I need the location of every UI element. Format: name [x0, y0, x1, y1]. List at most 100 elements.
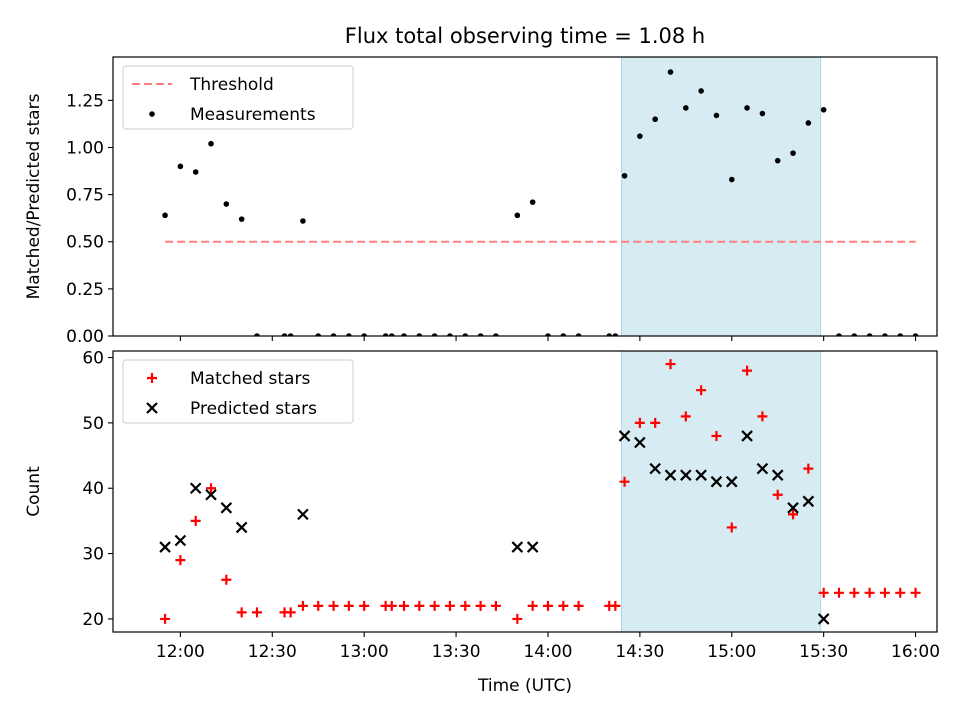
data-point	[851, 333, 858, 336]
data-point	[606, 333, 613, 336]
x-tick-label: 13:30	[432, 642, 481, 662]
data-point	[667, 69, 674, 75]
data-point	[190, 515, 201, 526]
data-point	[361, 333, 367, 336]
x-tick-label: 14:00	[523, 642, 572, 662]
figure-title: Flux total observing time = 1.08 h	[345, 24, 705, 48]
top-panel: 0.00 0.25 0.50 0.75 1.00 1.25 Matched/Predicte…	[24, 56, 938, 347]
data-point	[177, 163, 184, 170]
data-point	[208, 140, 214, 147]
data-point	[817, 613, 830, 625]
data-point	[634, 417, 645, 428]
y-tick-label: 0.75	[66, 186, 104, 206]
data-point	[300, 218, 306, 224]
y-tick-label: 1.25	[66, 91, 104, 111]
data-point	[774, 157, 781, 164]
data-point	[866, 333, 873, 336]
data-point	[803, 463, 814, 474]
data-point	[160, 613, 171, 624]
y-tick-label: 0.00	[66, 327, 104, 347]
data-point	[650, 417, 661, 428]
data-point	[529, 199, 536, 205]
data-point	[879, 587, 890, 598]
data-point	[297, 508, 309, 521]
data-point	[159, 541, 171, 553]
data-point	[388, 333, 395, 336]
data-point	[573, 600, 584, 611]
data-point	[618, 430, 631, 442]
data-point	[788, 509, 799, 520]
data-point	[315, 333, 322, 336]
data-point	[864, 587, 875, 598]
data-point	[897, 333, 904, 336]
data-point	[386, 600, 397, 611]
data-point	[254, 333, 260, 336]
data-point	[683, 105, 689, 111]
data-point	[741, 430, 753, 442]
data-point	[462, 333, 469, 336]
data-point	[285, 607, 296, 618]
data-point	[560, 333, 567, 336]
data-point	[772, 489, 783, 500]
series-matched-stars	[160, 359, 921, 624]
data-point	[287, 333, 294, 336]
data-point	[475, 600, 486, 611]
data-point	[220, 502, 233, 514]
data-point	[710, 475, 723, 488]
data-point	[526, 541, 539, 553]
data-point	[189, 482, 202, 495]
data-point	[359, 600, 370, 611]
data-point	[512, 613, 523, 624]
y-axis-label: Matched/Predicted stars	[24, 93, 44, 299]
data-point	[313, 600, 324, 611]
data-point	[637, 133, 643, 139]
data-point	[612, 333, 619, 336]
y-tick-label: 30	[82, 545, 104, 565]
data-point	[849, 587, 860, 598]
data-point	[545, 333, 551, 336]
data-point	[447, 333, 453, 336]
data-point	[175, 555, 186, 566]
data-point	[221, 574, 232, 585]
data-point	[558, 600, 569, 611]
data-point	[882, 333, 888, 336]
data-point	[820, 106, 827, 113]
data-point	[664, 469, 677, 481]
data-point	[431, 333, 438, 336]
data-point	[619, 476, 630, 487]
y-axis-label: Count	[24, 466, 44, 517]
data-point	[711, 430, 722, 441]
data-point	[511, 541, 524, 553]
data-point	[401, 333, 407, 336]
data-point	[236, 607, 247, 618]
data-point	[912, 333, 919, 336]
data-point	[805, 120, 812, 126]
data-point	[818, 587, 829, 598]
x-axis-label: Time (UTC)	[477, 676, 572, 696]
x-tick-label: 15:30	[799, 642, 848, 662]
data-point	[787, 502, 799, 514]
legend-box	[122, 359, 354, 424]
data-point	[330, 333, 337, 336]
data-point	[621, 172, 628, 179]
data-point	[444, 600, 455, 611]
data-point	[460, 600, 471, 611]
legend: Threshold Measurements	[122, 65, 354, 130]
data-point	[206, 483, 217, 494]
data-point	[162, 212, 168, 219]
legend-label: Predicted stars	[190, 399, 317, 419]
legend-swatch	[149, 111, 155, 117]
data-point	[910, 587, 921, 598]
data-point	[192, 169, 199, 175]
data-point	[895, 587, 906, 598]
data-point	[725, 475, 738, 488]
data-point	[297, 600, 308, 611]
data-point	[757, 411, 768, 422]
data-point	[695, 469, 707, 481]
data-point	[759, 110, 766, 117]
data-point	[281, 333, 288, 336]
x-tick-label: 15:00	[707, 642, 756, 662]
data-point	[744, 105, 750, 111]
data-point	[490, 600, 501, 611]
data-point	[713, 112, 720, 119]
